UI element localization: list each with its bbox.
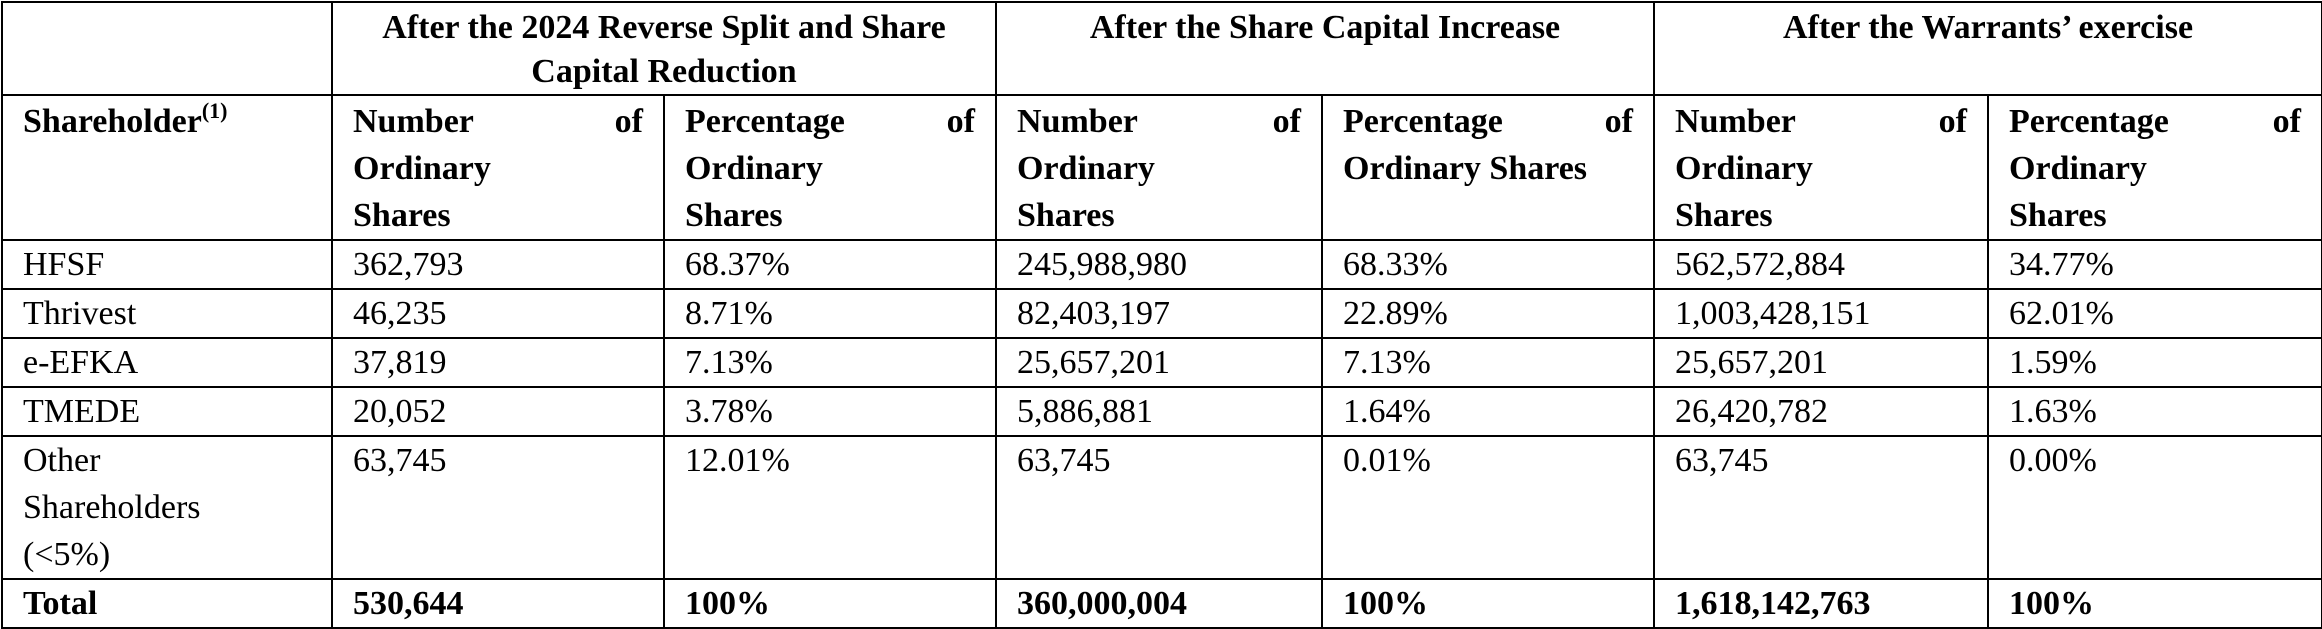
value-cell: 245,988,980 (995, 239, 1324, 290)
percentage-header-1-line-2: Ordinary (685, 150, 823, 187)
value-cell: 362,793 (331, 239, 665, 290)
number-header-3-line-3: Shares (1675, 197, 1773, 234)
number-header-3-line-1: Number of (1675, 103, 1968, 140)
percentage-header-3-line-1: Percentage of (2009, 103, 2302, 140)
percentage-header-1-line-3: Shares (685, 197, 783, 234)
value-cell: 34.77% (1987, 239, 2322, 290)
value-cell: 7.13% (1321, 337, 1656, 388)
total-value-cell: 100% (662, 578, 998, 629)
shareholder-header: Shareholder(1) (1, 94, 333, 241)
shareholder-cell: Other Shareholders (<5%) (1, 435, 333, 580)
number-header-2-line-3: Shares (1017, 197, 1115, 234)
value-cell: 1.64% (1321, 386, 1656, 437)
value-cell: 46,235 (331, 288, 665, 339)
value-cell: 1.63% (1987, 386, 2322, 437)
total-value-cell: 100% (1987, 578, 2322, 629)
shareholder-cell-line-1: Other (23, 442, 101, 479)
shareholder-cell: TMEDE (1, 386, 333, 437)
value-cell: 68.37% (662, 239, 998, 290)
value-cell: 25,657,201 (995, 337, 1324, 388)
number-header-2-line-1: Number of (1017, 103, 1302, 140)
shareholder-cell: e-EFKA (1, 337, 333, 388)
group-header-warrants-exercise: After the Warrants’ exercise (1653, 1, 2322, 96)
empty-corner-cell (1, 1, 333, 96)
column-header-row: Shareholder(1) Number of Ordinary Shares… (1, 94, 2322, 241)
value-cell: 1,003,428,151 (1653, 288, 1990, 339)
value-cell: 12.01% (662, 435, 998, 580)
value-cell: 62.01% (1987, 288, 2322, 339)
value-cell: 68.33% (1321, 239, 1656, 290)
group-header-capital-increase: After the Share Capital Increase (995, 1, 1656, 96)
percentage-header-2-line-1: Percentage of (1343, 103, 1634, 140)
shareholder-footnote: (1) (201, 97, 228, 123)
value-cell: 20,052 (331, 386, 665, 437)
total-label: Total (1, 578, 333, 629)
number-header-2: Number of Ordinary Shares (995, 94, 1324, 241)
table-row: e-EFKA 37,819 7.13% 25,657,201 7.13% 25,… (1, 337, 2322, 388)
table-row: TMEDE 20,052 3.78% 5,886,881 1.64% 26,42… (1, 386, 2322, 437)
number-header-2-line-2: Ordinary (1017, 150, 1155, 187)
number-header-1: Number of Ordinary Shares (331, 94, 665, 241)
total-value-cell: 360,000,004 (995, 578, 1324, 629)
value-cell: 37,819 (331, 337, 665, 388)
value-cell: 22.89% (1321, 288, 1656, 339)
total-value-cell: 1,618,142,763 (1653, 578, 1990, 629)
table-row: Other Shareholders (<5%) 63,745 12.01% 6… (1, 435, 2322, 580)
number-header-1-line-3: Shares (353, 197, 451, 234)
value-cell: 5,886,881 (995, 386, 1324, 437)
table-row: Thrivest 46,235 8.71% 82,403,197 22.89% … (1, 288, 2322, 339)
value-cell: 562,572,884 (1653, 239, 1990, 290)
value-cell: 26,420,782 (1653, 386, 1990, 437)
shareholder-cell-line-2: Shareholders (23, 489, 201, 526)
percentage-header-3: Percentage of Ordinary Shares (1987, 94, 2322, 241)
value-cell: 7.13% (662, 337, 998, 388)
value-cell: 3.78% (662, 386, 998, 437)
value-cell: 8.71% (662, 288, 998, 339)
percentage-header-3-line-3: Shares (2009, 197, 2107, 234)
number-header-3: Number of Ordinary Shares (1653, 94, 1990, 241)
total-value-cell: 530,644 (331, 578, 665, 629)
percentage-header-1-line-1: Percentage of (685, 103, 976, 140)
total-value-cell: 100% (1321, 578, 1656, 629)
number-header-3-line-2: Ordinary (1675, 150, 1813, 187)
value-cell: 1.59% (1987, 337, 2322, 388)
number-header-1-line-1: Number of (353, 103, 643, 140)
value-cell: 63,745 (1653, 435, 1990, 580)
number-header-1-line-2: Ordinary (353, 150, 491, 187)
value-cell: 82,403,197 (995, 288, 1324, 339)
shareholder-cell: Thrivest (1, 288, 333, 339)
shareholder-cell-line-3: (<5%) (23, 536, 111, 573)
percentage-header-2: Percentage of Ordinary Shares (1321, 94, 1656, 241)
value-cell: 63,745 (995, 435, 1324, 580)
percentage-header-2-line-2: Ordinary Shares (1343, 150, 1588, 187)
percentage-header-1: Percentage of Ordinary Shares (662, 94, 998, 241)
table-row: HFSF 362,793 68.37% 245,988,980 68.33% 5… (1, 239, 2322, 290)
shareholder-header-label: Shareholder (23, 103, 202, 140)
shareholder-cell: HFSF (1, 239, 333, 290)
percentage-header-3-line-2: Ordinary (2009, 150, 2147, 187)
group-header-row: After the 2024 Reverse Split and Share C… (1, 1, 2322, 96)
group-header-reverse-split: After the 2024 Reverse Split and Share C… (330, 1, 998, 96)
value-cell: 0.00% (1987, 435, 2322, 580)
value-cell: 25,657,201 (1653, 337, 1990, 388)
value-cell: 0.01% (1321, 435, 1656, 580)
value-cell: 63,745 (331, 435, 665, 580)
total-row: Total 530,644 100% 360,000,004 100% 1,61… (1, 578, 2322, 629)
